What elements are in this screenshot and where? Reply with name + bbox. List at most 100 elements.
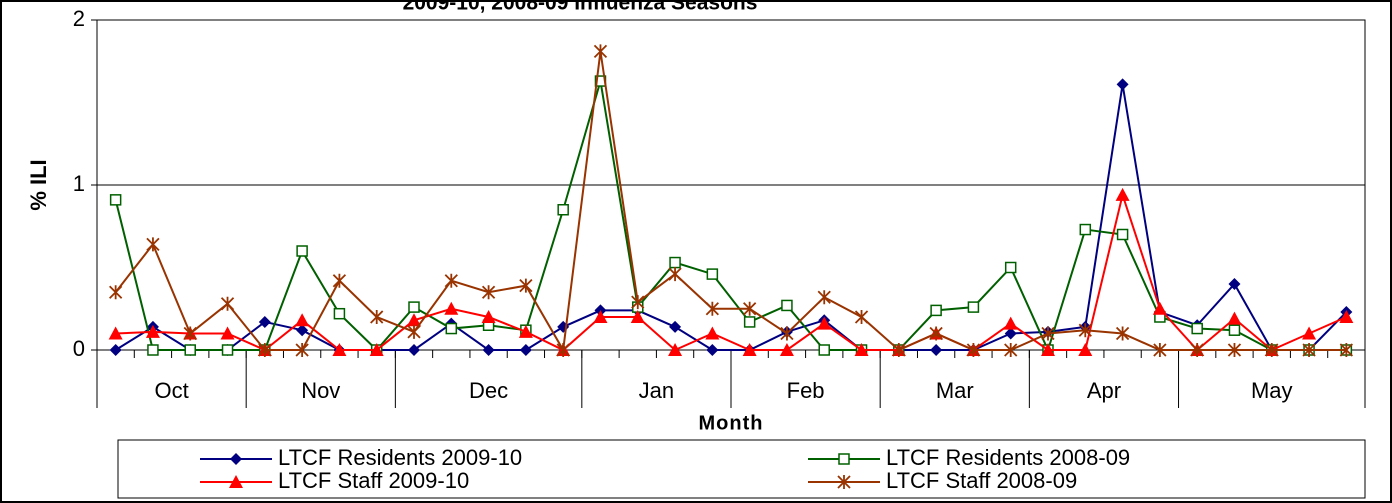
marker (519, 344, 532, 356)
y-axis-label: % ILI (26, 159, 51, 210)
marker (1228, 278, 1241, 290)
marker (220, 296, 235, 311)
marker (109, 344, 122, 356)
marker (1078, 323, 1092, 338)
marker (1190, 343, 1204, 357)
marker (556, 343, 570, 357)
marker (854, 310, 869, 324)
marker (706, 344, 719, 356)
marker (1078, 343, 1093, 356)
marker (1004, 343, 1018, 357)
x-group-label: Oct (154, 378, 188, 403)
marker (593, 44, 608, 59)
marker (743, 301, 757, 316)
y-tick-label: 1 (73, 171, 85, 196)
marker (407, 324, 421, 339)
marker (482, 344, 495, 356)
legend-marker (230, 453, 242, 465)
x-group-label: Jan (639, 378, 674, 403)
marker (147, 344, 159, 356)
marker (1003, 316, 1018, 330)
legend-marker (229, 475, 243, 488)
legend-marker (838, 453, 850, 465)
x-axis-label: Month (699, 412, 764, 434)
marker (930, 344, 943, 356)
marker (967, 301, 980, 313)
x-group-label: Feb (787, 378, 825, 403)
marker (518, 324, 533, 338)
marker (966, 343, 981, 357)
marker (817, 290, 831, 305)
legend-label: LTCF Residents 2008-09 (886, 445, 1130, 470)
marker (817, 316, 832, 330)
legend-marker (837, 475, 851, 489)
marker (445, 322, 458, 335)
marker (481, 310, 496, 323)
marker (668, 343, 683, 356)
marker (220, 326, 235, 340)
marker (631, 295, 645, 310)
marker (258, 343, 272, 357)
marker (146, 237, 160, 252)
marker (743, 316, 756, 328)
marker (779, 343, 794, 356)
series-line (114, 51, 1347, 354)
marker (1152, 301, 1167, 315)
x-group-label: Apr (1087, 378, 1121, 403)
y-tick-label: 0 (73, 336, 85, 361)
marker (854, 343, 869, 356)
marker (1302, 326, 1317, 340)
marker (408, 344, 420, 356)
marker (705, 326, 720, 340)
marker (1265, 343, 1279, 357)
marker (183, 326, 197, 341)
legend-box (117, 439, 1366, 499)
marker (1191, 322, 1203, 335)
marker (108, 326, 123, 340)
legend-label: LTCF Staff 2008-09 (886, 468, 1077, 493)
x-group-label: Mar (936, 378, 974, 403)
legend-label: LTCF Residents 2009-10 (278, 445, 522, 470)
marker (818, 344, 830, 356)
marker (296, 245, 308, 257)
marker (1079, 223, 1092, 236)
marker (519, 278, 533, 293)
marker (333, 307, 346, 320)
series-line (114, 80, 1347, 353)
marker (296, 324, 309, 337)
marker (669, 320, 682, 333)
marker (295, 343, 309, 357)
marker (557, 204, 569, 216)
marker (221, 344, 234, 356)
marker (781, 299, 793, 312)
marker (668, 267, 682, 282)
series-line (115, 84, 1348, 351)
marker (929, 326, 943, 341)
marker (1004, 327, 1017, 340)
marker (109, 285, 123, 300)
marker (705, 301, 719, 316)
marker (109, 194, 122, 206)
marker (1116, 228, 1129, 241)
marker (1227, 311, 1242, 325)
marker (1227, 343, 1242, 357)
x-group-label: Nov (301, 378, 340, 403)
marker (593, 310, 608, 323)
marker (706, 268, 719, 280)
marker (742, 343, 757, 356)
marker (630, 310, 645, 323)
marker (930, 304, 942, 317)
marker (1116, 78, 1129, 91)
marker (145, 324, 160, 338)
marker (1339, 310, 1354, 323)
marker (1339, 343, 1353, 357)
marker (1115, 326, 1130, 341)
legend-label: LTCF Staff 2009-10 (278, 468, 469, 493)
marker (407, 313, 421, 327)
marker (184, 344, 196, 356)
marker (669, 256, 681, 269)
marker (1041, 343, 1055, 356)
marker (370, 310, 384, 324)
x-group-label: Dec (469, 378, 508, 403)
